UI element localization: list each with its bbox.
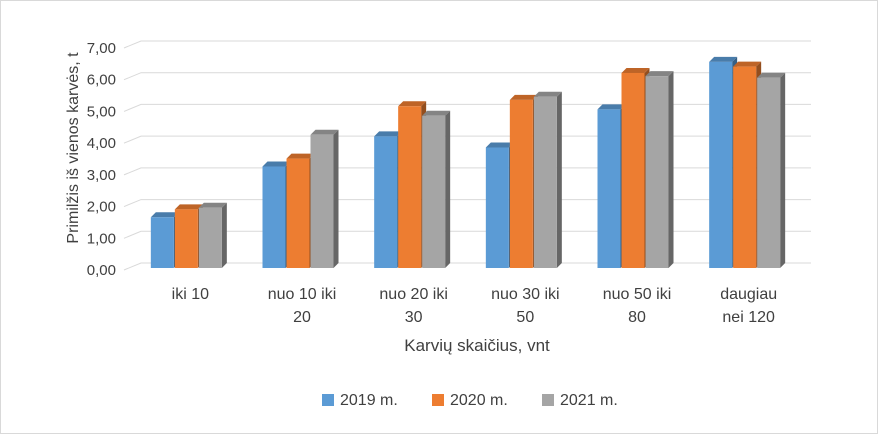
legend-item: 2019 m.	[322, 392, 398, 409]
bar	[533, 91, 562, 268]
bar	[597, 104, 626, 268]
bar	[485, 142, 514, 268]
y-axis-label: Primilžis iš vienos karvės, t	[65, 52, 82, 244]
bar	[174, 204, 203, 268]
gridline	[123, 135, 811, 144]
bar	[422, 110, 451, 269]
x-axis-label: Karvių skaičius, vnt	[404, 336, 550, 355]
bar	[286, 153, 315, 268]
bar	[398, 101, 427, 268]
legend-swatch	[542, 394, 554, 406]
x-tick-label: nuo 30 iki 50	[491, 286, 560, 326]
bar	[733, 61, 762, 268]
gridline	[123, 199, 811, 208]
y-tick-label: 3,00	[87, 167, 116, 184]
gridline	[123, 103, 811, 112]
x-tick-label: nuo 50 iki 80	[603, 286, 672, 326]
legend-swatch	[432, 394, 444, 406]
bar	[310, 129, 339, 268]
bar	[709, 56, 738, 268]
bars	[150, 56, 786, 269]
gridline	[123, 40, 811, 49]
gridline	[123, 167, 811, 176]
legend: 2019 m. 2020 m. 2021 m.	[322, 392, 618, 409]
legend-swatch	[322, 394, 334, 406]
bar	[757, 72, 786, 268]
gridline	[123, 230, 811, 239]
x-tick-label: nuo 10 iki 20	[268, 286, 337, 326]
bar	[374, 131, 403, 268]
y-tick-label: 5,00	[87, 103, 116, 120]
x-tick-label: daugiau nei 120	[720, 286, 777, 326]
bar	[150, 212, 179, 268]
x-tick-label: iki 10	[172, 286, 209, 303]
bar	[198, 202, 227, 268]
gridlines	[123, 40, 811, 271]
legend-item: 2021 m.	[542, 392, 618, 409]
bar	[262, 161, 291, 268]
x-tick-labels: iki 10 nuo 10 iki 20 nuo 20 iki 30 nuo 30 iki…	[172, 286, 777, 326]
legend-item: 2020 m.	[432, 392, 508, 409]
y-tick-label: 6,00	[87, 72, 116, 89]
y-tick-label: 1,00	[87, 230, 116, 247]
y-tick-label: 2,00	[87, 199, 116, 216]
bar	[645, 71, 674, 268]
gridline	[123, 262, 811, 271]
x-tick-label: nuo 20 iki 30	[379, 286, 448, 326]
y-tick-label: 4,00	[87, 135, 116, 152]
legend-label: 2019 m.	[340, 392, 398, 409]
legend-label: 2021 m.	[560, 392, 618, 409]
bar	[621, 67, 650, 268]
y-tick-labels: 0,00 1,00 2,00 3,00 4,00 5,00 6,00 7,00	[87, 40, 116, 279]
bar	[509, 94, 538, 269]
y-tick-label: 7,00	[87, 40, 116, 57]
legend-label: 2020 m.	[450, 392, 508, 409]
y-tick-label: 0,00	[87, 262, 116, 279]
gridline	[123, 72, 811, 81]
